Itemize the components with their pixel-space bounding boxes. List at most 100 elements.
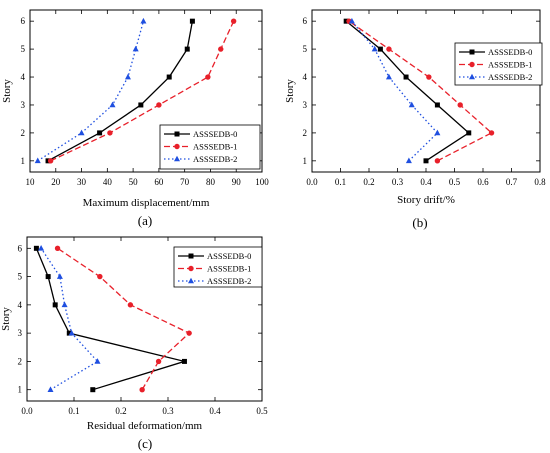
legend: ASSSEDB-0 ASSSEDB-1 ASSSEDB-2 [159,124,261,170]
y-tick-label: 4 [303,72,308,82]
x-tick-label: 0.0 [306,177,318,187]
x-tick-label: 90 [232,177,242,187]
x-tick-label: 0.3 [392,177,404,187]
series-line [345,20,470,162]
data-point [107,130,113,136]
data-point [139,386,145,393]
y-tick-label: 1 [21,156,26,166]
series-line [47,21,194,162]
data-point [466,130,472,136]
series-ASSSEDB-2 [38,245,101,392]
data-point [90,387,96,393]
legend-marker [469,61,475,68]
data-point [156,102,162,108]
series-ASSSEDB-1 [346,18,495,164]
y-axis-label: Story [0,307,12,331]
panel-caption: (c) [138,436,152,451]
series-ASSSEDB-2 [34,17,147,164]
y-tick-label: 1 [18,385,23,395]
series-line [348,20,493,162]
x-tick-label: 10 [26,177,36,187]
y-tick-label: 6 [18,243,23,253]
x-tick-label: 0.4 [420,177,432,187]
x-tick-label: 60 [154,177,164,187]
data-point [94,358,101,364]
x-axis-label: Residual deformation/mm [87,420,203,432]
panel-c: 0.0 0.1 0.2 0.3 0.4 0.5 1 2 3 4 5 6 Residual deforma… [0,236,268,451]
data-point [181,358,187,364]
y-tick-label: 2 [303,128,308,138]
x-tick-label: 0.6 [477,177,489,187]
data-point [52,302,58,308]
data-point [371,45,378,52]
data-point [97,273,103,280]
data-point [434,129,441,136]
legend-marker [188,265,194,272]
x-tick-label: 100 [255,177,269,187]
y-tick-label: 4 [18,300,23,310]
x-tick-label: 30 [77,177,87,187]
data-point [205,74,211,80]
data-point [434,158,441,164]
x-tick-label: 0.1 [335,177,346,187]
x-tick-label: 0.7 [506,177,518,187]
legend-marker [174,131,180,137]
data-point [405,157,412,164]
x-tick-label: 0.2 [115,406,126,416]
y-tick-label: 2 [18,356,23,366]
x-tick-label: 70 [180,177,190,187]
x-tick-label: 20 [51,177,61,187]
legend: ASSSEDB-0 ASSSEDB-1 ASSSEDB-2 [454,42,543,86]
legend-marker [174,155,180,162]
legend-marker [469,49,475,55]
panel-a: 10 20 30 40 50 60 70 80 90 100 1 2 3 4 5 6 Maximum displ… [1,9,269,228]
x-tick-label: 0.4 [209,406,221,416]
series-line [35,248,187,391]
y-tick-label: 5 [303,44,308,54]
series-ASSSEDB-0 [33,245,187,393]
legend-label: ASSSEDB-1 [207,264,251,274]
data-point [166,74,172,80]
data-point [97,130,103,136]
series-ASSSEDB-1 [54,245,192,393]
data-point [109,101,116,108]
series-line [50,20,235,162]
data-point [434,102,440,108]
data-point [385,73,392,80]
legend-marker [469,73,475,80]
data-point [78,129,85,136]
x-tick-label: 0.0 [21,406,33,416]
data-point [377,46,383,52]
data-point [127,302,134,308]
legend-label: ASSSEDB-1 [488,60,532,70]
y-axis-label: Story [284,79,296,103]
data-point [140,17,147,24]
y-tick-label: 3 [303,100,308,110]
legend-marker [174,143,180,150]
plot-frame [29,9,263,173]
y-axis-label: Story [1,79,13,103]
data-point [124,73,131,80]
x-tick-label: 80 [206,177,216,187]
series-line [37,20,145,162]
y-tick-label: 4 [21,72,26,82]
panel-caption: (b) [412,215,427,230]
y-tick-label: 3 [18,328,23,338]
data-point [184,46,190,52]
data-point [403,74,409,80]
data-point [138,102,144,108]
series-ASSSEDB-1 [47,18,237,164]
series-ASSSEDB-2 [348,17,441,164]
data-point [47,386,54,392]
data-point [186,330,192,336]
panel-b: 0.0 0.1 0.2 0.3 0.4 0.5 0.6 0.7 0.8 1 2 3 4 5 6 Story d… [284,9,546,230]
data-point [61,301,68,308]
data-point [230,18,237,24]
data-point [343,18,349,24]
legend-marker [188,253,194,259]
data-point [218,46,224,52]
y-tick-label: 6 [303,16,308,26]
y-tick-label: 1 [303,156,308,166]
data-point [386,46,392,52]
